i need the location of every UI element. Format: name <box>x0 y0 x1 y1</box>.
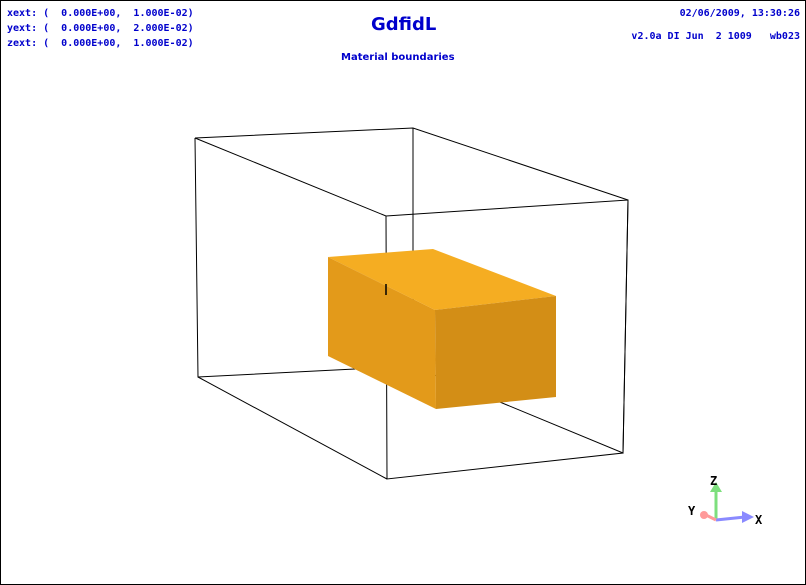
x-axis-label: X <box>755 513 763 527</box>
y-axis-label: Y <box>688 504 696 518</box>
material-block <box>328 249 556 409</box>
bounding-box <box>194 127 629 480</box>
block-top-face <box>328 249 556 310</box>
z-axis-label: Z <box>710 474 717 488</box>
plot-title: GdfidL <box>371 14 437 35</box>
axis-indicator: Z X Y <box>688 474 763 527</box>
x-axis-arrowhead <box>742 511 754 523</box>
version-readout: v2.0a DI Jun 2 1009 wb023 <box>631 31 800 42</box>
bbox-edge-left-bottom <box>197 376 388 480</box>
xext-readout: xext: ( 0.000E+00, 1.000E-02) <box>7 8 194 19</box>
zext-readout: zext: ( 0.000E+00, 1.000E-02) <box>7 38 194 49</box>
z-axis-arrowhead <box>710 482 722 492</box>
plot-subtitle: Material boundaries <box>341 52 455 63</box>
x-axis-arrow <box>715 515 746 522</box>
y-axis-arrowhead <box>700 511 708 519</box>
block-front-face <box>328 257 436 409</box>
yext-readout: yext: ( 0.000E+00, 2.000E-02) <box>7 23 194 34</box>
block-side-face <box>435 296 556 409</box>
bbox-front-face <box>194 137 629 480</box>
datetime-readout: 02/06/2009, 13:30:26 <box>679 8 800 19</box>
